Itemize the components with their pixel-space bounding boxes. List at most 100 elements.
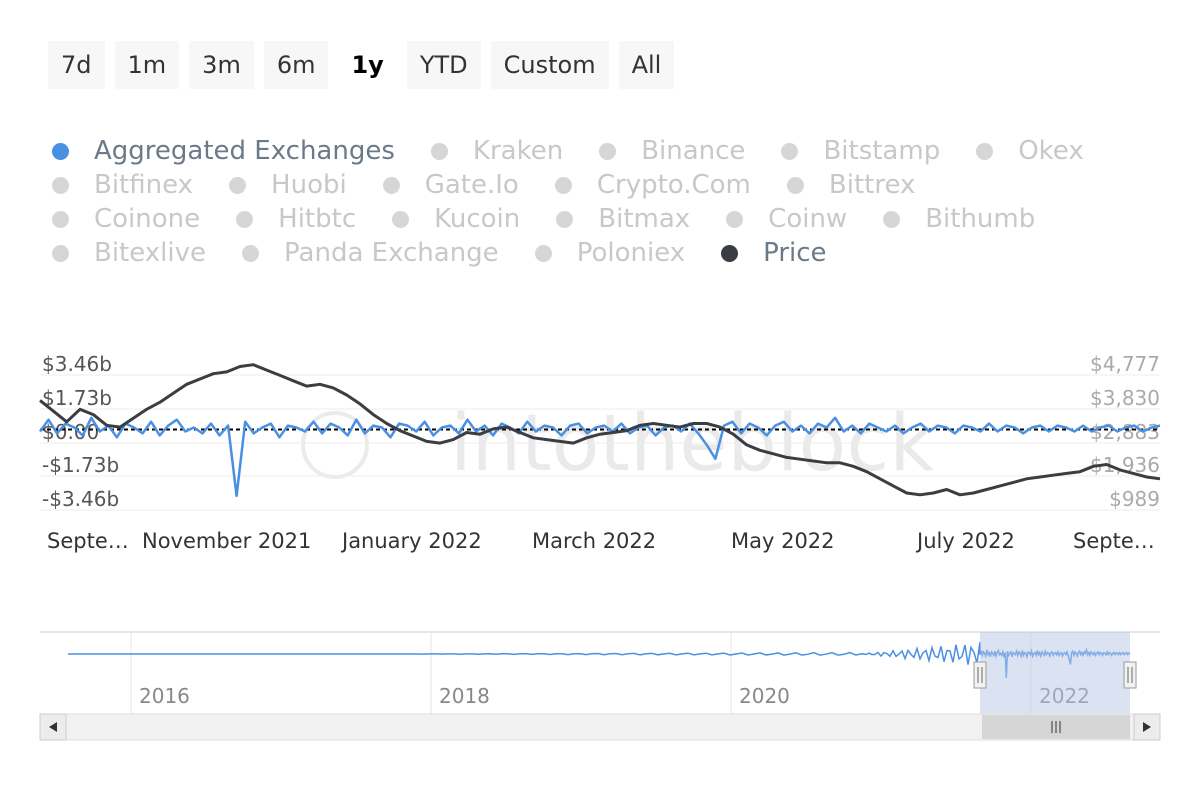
legend-item-panda-exchange[interactable]: Panda Exchange — [242, 238, 499, 268]
legend-item-binance[interactable]: Binance — [599, 136, 745, 166]
legend-item-bithumb[interactable]: Bithumb — [883, 204, 1035, 234]
legend-label: Kraken — [472, 136, 564, 166]
series-line-price — [39, 363, 1161, 497]
legend-dot-icon — [430, 142, 448, 160]
legend-item-gate-io[interactable]: Gate.Io — [382, 170, 519, 200]
navigator-tick-label: 2018 — [439, 684, 490, 708]
x-axis-tick-label: Septe… — [1073, 529, 1155, 553]
legend-label: Gate.Io — [424, 170, 519, 200]
legend-item-bitmax[interactable]: Bitmax — [556, 204, 690, 234]
chart-legend: Aggregated Exchanges Kraken Binance Bitstam… — [52, 134, 1162, 270]
legend-label: Hitbtc — [278, 204, 357, 234]
navigator-tick-label: 2020 — [739, 684, 790, 708]
legend-item-bitstamp[interactable]: Bitstamp — [781, 136, 940, 166]
legend-item-kucoin[interactable]: Kucoin — [392, 204, 520, 234]
legend-label: Bitfinex — [94, 170, 194, 200]
legend-row: Bitexlive Panda Exchange Poloniex Price — [52, 236, 1162, 270]
legend-item-coinw[interactable]: Coinw — [726, 204, 847, 234]
legend-dot-icon — [52, 244, 69, 262]
range-button-3m[interactable]: 3m — [189, 41, 254, 89]
scroll-left-arrow-icon — [49, 722, 57, 732]
legend-item-coinone[interactable]: Coinone — [52, 204, 200, 234]
scroll-right-arrow-icon — [1143, 722, 1151, 732]
scrollbar-track[interactable] — [39, 713, 1161, 741]
left-axis-tick-label: -$1.73b — [42, 453, 119, 477]
legend-item-price[interactable]: Price — [721, 238, 827, 268]
right-axis-tick-label: $3,830 — [1090, 386, 1160, 410]
x-axis-tick-label: May 2022 — [731, 529, 835, 553]
range-button-ytd[interactable]: YTD — [406, 41, 481, 89]
legend-label: Kucoin — [434, 204, 521, 234]
legend-item-hitbtc[interactable]: Hitbtc — [236, 204, 356, 234]
legend-dot-icon — [554, 176, 572, 194]
x-axis-tick-label: Septe… — [47, 529, 129, 553]
legend-label: Bitstamp — [823, 136, 941, 166]
legend-label: Bithumb — [925, 204, 1036, 234]
left-axis-tick-label: -$3.46b — [42, 487, 119, 511]
navigator-handle-left[interactable] — [973, 661, 987, 689]
range-selector: 7d 1m 3m 6m 1y YTD Custom All — [48, 41, 675, 89]
legend-label: Bitexlive — [94, 238, 207, 268]
legend-dot-icon — [976, 142, 994, 160]
legend-dot-icon — [786, 176, 804, 194]
legend-dot-icon — [236, 210, 254, 228]
left-axis-tick-label: $1.73b — [42, 386, 112, 410]
legend-label: Bittrex — [828, 170, 916, 200]
legend-item-crypto-com[interactable]: Crypto.Com — [554, 170, 751, 200]
legend-label: Aggregated Exchanges — [94, 136, 395, 166]
legend-dot-icon — [534, 244, 552, 262]
left-axis: $3.46b$1.73b$0.00-$1.73b-$3.46b — [42, 352, 119, 511]
legend-row: Coinone Hitbtc Kucoin Bitmax Coinw Bithumb — [52, 202, 1162, 236]
legend-item-kraken[interactable]: Kraken — [430, 136, 564, 166]
legend-label: Price — [763, 238, 827, 268]
navigator-handle-right[interactable] — [1123, 661, 1137, 689]
main-chart: intotheblock $3.46b$1.73b$0.00-$1.73b-$3… — [38, 352, 1161, 553]
legend-label: Coinw — [768, 204, 848, 234]
legend-dot-icon — [52, 142, 69, 160]
series-line-aggregated-exchanges — [38, 416, 1161, 498]
legend-row: Bitfinex Huobi Gate.Io Crypto.Com Bittrex — [52, 168, 1162, 202]
left-axis-tick-label: $3.46b — [42, 352, 112, 376]
legend-label: Binance — [641, 136, 746, 166]
legend-dot-icon — [242, 244, 260, 262]
legend-dot-icon — [556, 210, 574, 228]
legend-item-poloniex[interactable]: Poloniex — [534, 238, 686, 268]
legend-label: Coinone — [94, 204, 201, 234]
legend-item-bitexlive[interactable]: Bitexlive — [52, 238, 206, 268]
grid-lines — [40, 374, 1160, 511]
navigator-grid: 2016201820202022 — [130, 632, 1090, 714]
legend-item-bitfinex[interactable]: Bitfinex — [52, 170, 193, 200]
navigator-selection[interactable] — [980, 632, 1130, 714]
range-button-custom[interactable]: Custom — [490, 41, 609, 89]
right-axis-tick-label: $2,883 — [1090, 420, 1160, 444]
legend-item-bittrex[interactable]: Bittrex — [786, 170, 916, 200]
legend-dot-icon — [382, 176, 400, 194]
range-button-1y[interactable]: 1y — [351, 51, 384, 79]
x-axis-tick-label: March 2022 — [532, 529, 656, 553]
right-axis-tick-label: $4,777 — [1090, 352, 1160, 376]
legend-label: Poloniex — [576, 238, 686, 268]
legend-item-okex[interactable]: Okex — [976, 136, 1084, 166]
legend-label: Huobi — [271, 170, 347, 200]
legend-label: Panda Exchange — [284, 238, 499, 268]
legend-dot-icon — [229, 176, 247, 194]
legend-label: Bitmax — [598, 204, 691, 234]
range-button-all[interactable]: All — [618, 41, 675, 89]
legend-row: Aggregated Exchanges Kraken Binance Bitstam… — [52, 134, 1162, 168]
watermark-text: intotheblock — [450, 399, 934, 489]
legend-dot-icon — [599, 142, 617, 160]
x-axis-tick-label: January 2022 — [340, 529, 482, 553]
legend-label: Crypto.Com — [596, 170, 751, 200]
series-group — [38, 363, 1161, 498]
range-button-6m[interactable]: 6m — [263, 41, 329, 89]
x-axis-tick-label: November 2021 — [142, 529, 311, 553]
legend-dot-icon — [52, 210, 69, 228]
legend-item-aggregated-exchanges[interactable]: Aggregated Exchanges — [52, 136, 395, 166]
legend-item-huobi[interactable]: Huobi — [229, 170, 347, 200]
range-button-7d[interactable]: 7d — [48, 41, 105, 89]
legend-dot-icon — [781, 142, 799, 160]
x-axis-tick-label: July 2022 — [915, 529, 1015, 553]
x-axis: Septe… November 2021 January 2022 March 202… — [47, 529, 1155, 553]
range-button-1m[interactable]: 1m — [114, 41, 180, 89]
legend-dot-icon — [726, 210, 744, 228]
